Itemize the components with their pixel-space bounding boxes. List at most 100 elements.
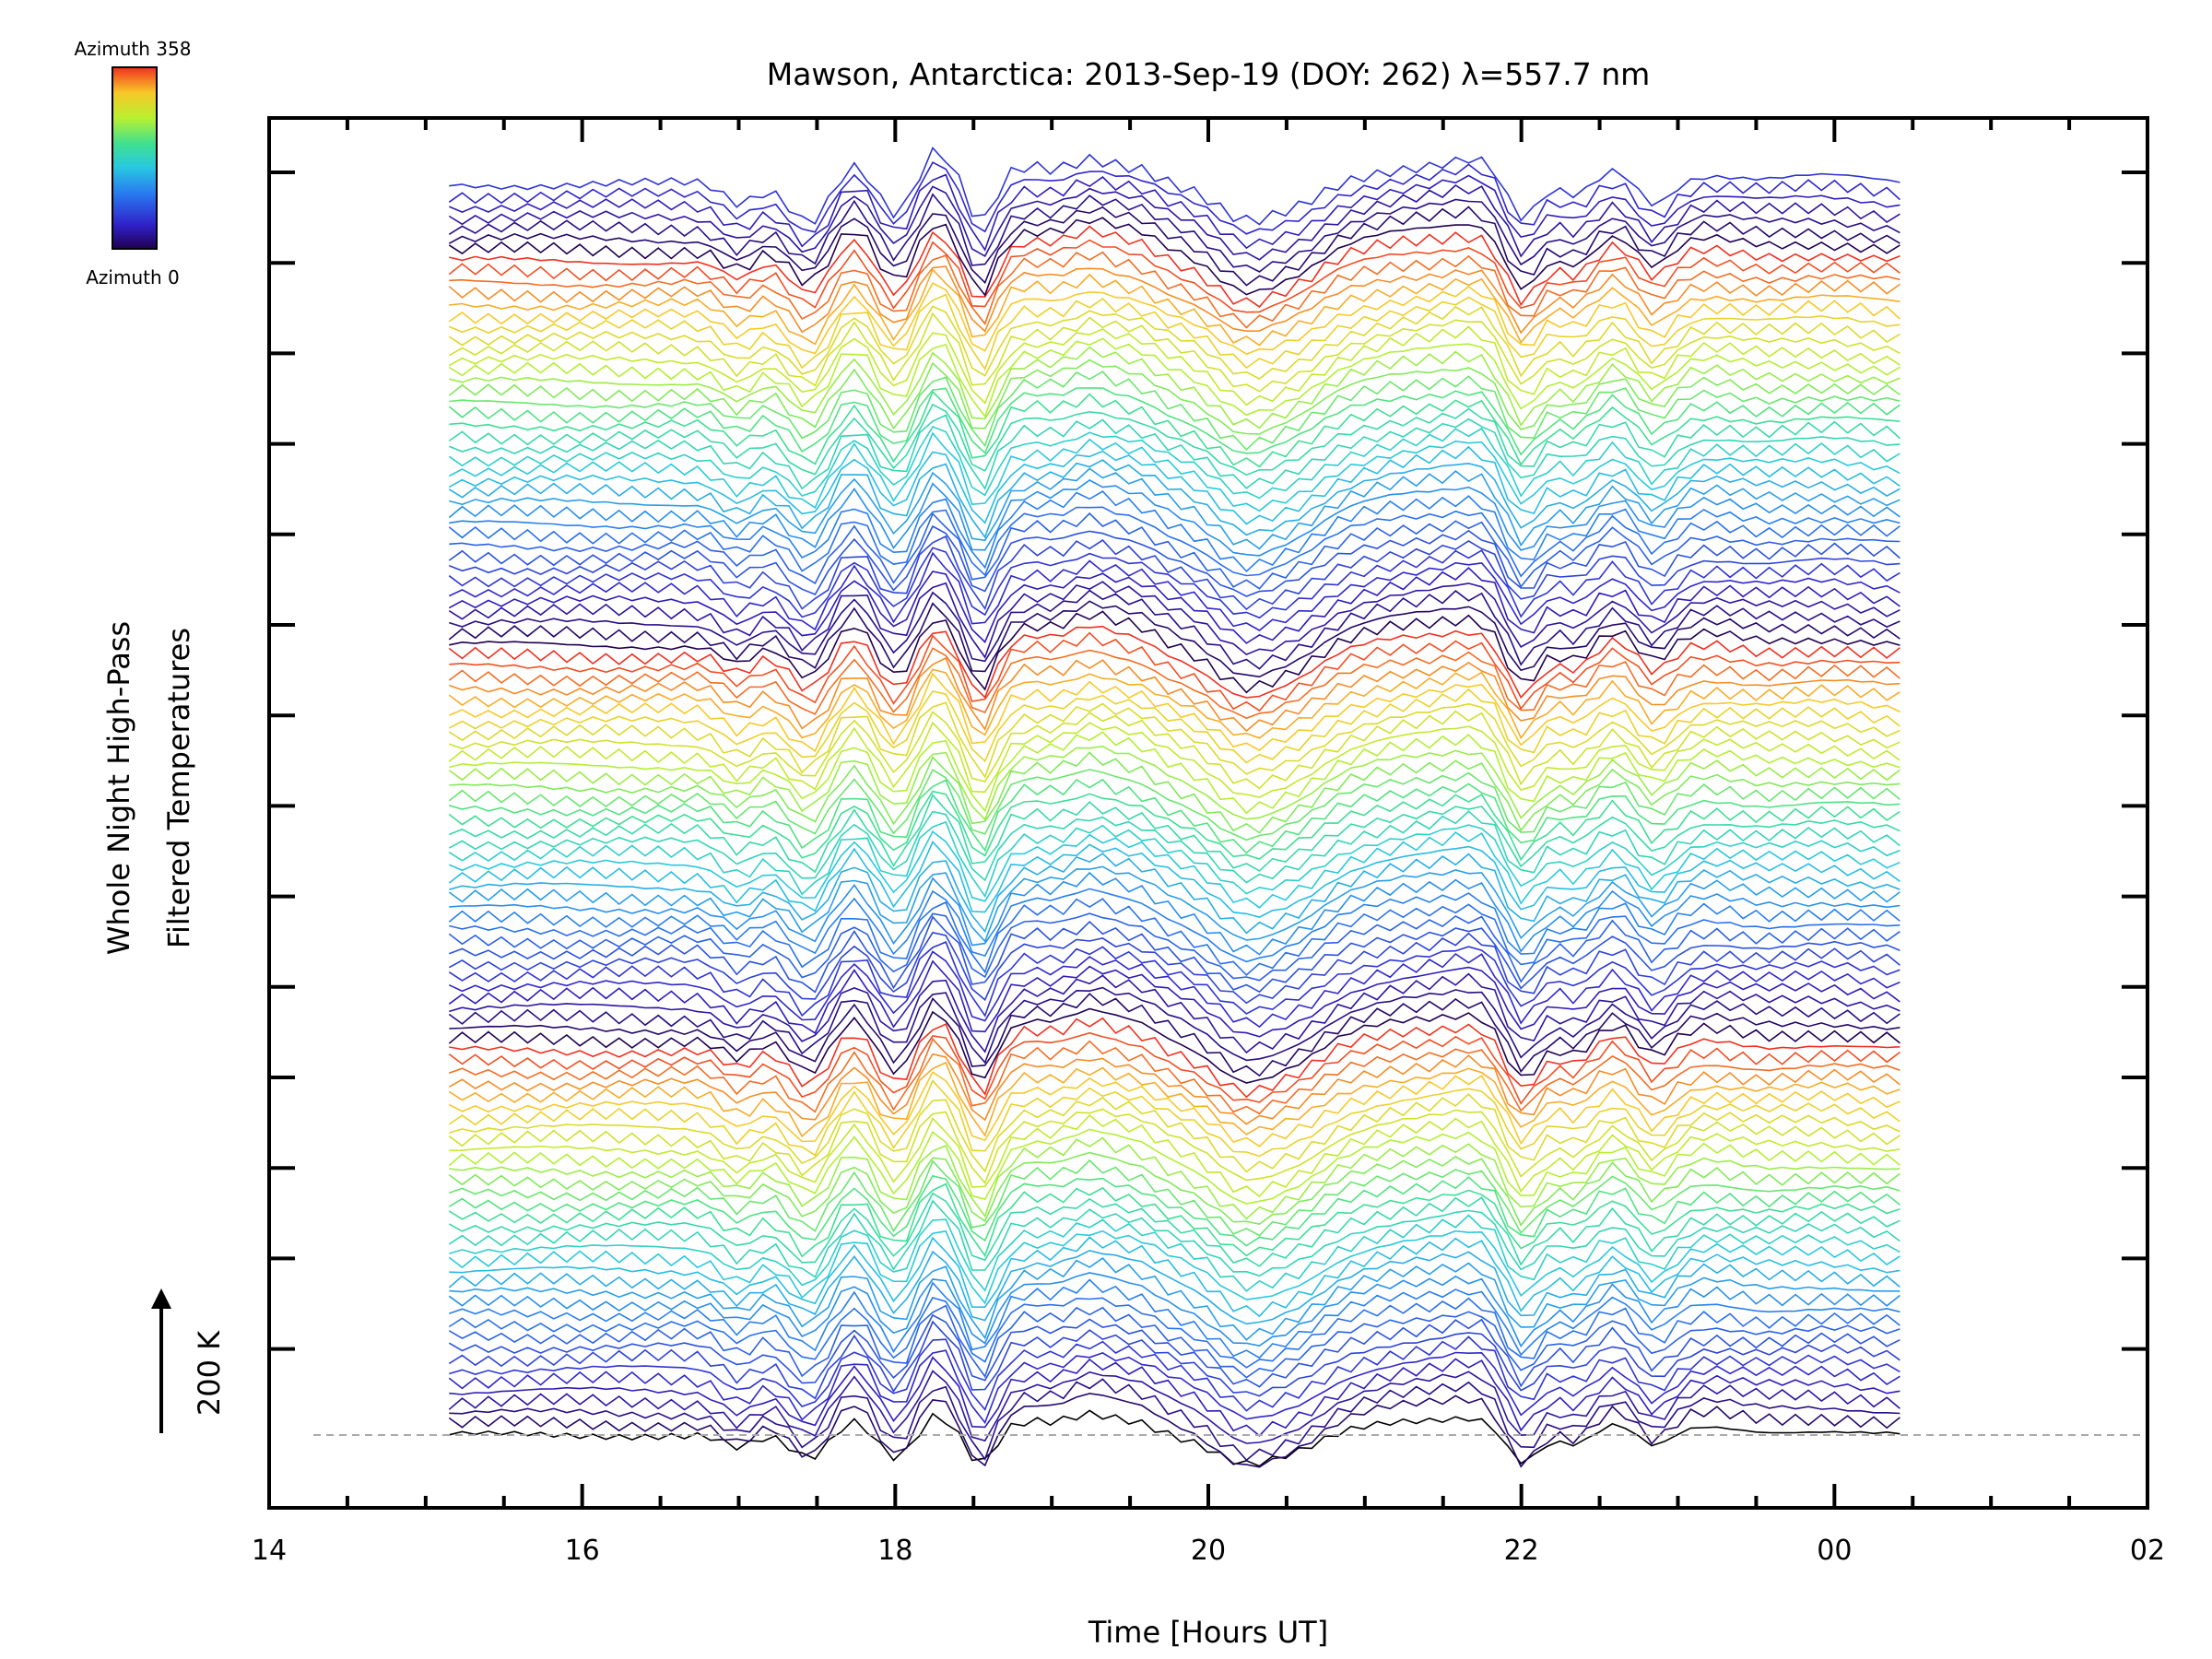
trace-line [448, 282, 1900, 356]
trace-line [449, 751, 1900, 834]
trace-line [449, 512, 1900, 590]
trace-line [448, 217, 1900, 297]
trace-line [449, 631, 1900, 712]
trace-line [448, 1199, 1900, 1278]
trace-line [448, 1007, 1900, 1084]
colorbar-bottom-label: Azimuth 0 [86, 266, 180, 288]
trace-line [448, 959, 1900, 1038]
trace-line [448, 387, 1900, 456]
trace-line [448, 337, 1900, 418]
trace-line [448, 1297, 1900, 1369]
trace-line [449, 972, 1900, 1054]
trace-line [448, 403, 1900, 477]
trace-line [449, 915, 1900, 994]
trace-line [448, 625, 1900, 700]
trace-line [449, 268, 1900, 347]
trace-line [448, 1174, 1900, 1247]
x-tick-label: 14 [252, 1535, 287, 1567]
trace-line [448, 445, 1900, 525]
trace-line [448, 193, 1900, 273]
trace-line [448, 161, 1900, 235]
trace-line [449, 1093, 1900, 1173]
x-tick-label: 22 [1504, 1535, 1539, 1567]
trace-line [449, 589, 1900, 670]
trace-line [448, 1249, 1900, 1325]
trace-line [448, 426, 1900, 500]
trace-line [448, 1304, 1900, 1379]
trace-line [448, 841, 1900, 918]
colorbar: Azimuth 358 Azimuth 0 [75, 38, 192, 288]
trace-line [448, 1053, 1900, 1125]
trace-line [449, 1214, 1900, 1292]
trace-line [448, 524, 1900, 597]
trace-line [448, 1272, 1900, 1348]
x-tick-label: 20 [1191, 1535, 1226, 1567]
trace-line [448, 265, 1900, 335]
chart-title: Mawson, Antarctica: 2013-Sep-19 (DOY: 26… [767, 56, 1651, 92]
trace-line [448, 506, 1900, 578]
trace-line [449, 656, 1900, 733]
trace-line [448, 950, 1900, 1029]
trace-line [448, 721, 1900, 798]
trace-line [448, 986, 1900, 1065]
trace-line [448, 810, 1900, 884]
y-axis-label-line-1: Whole Night High-Pass [101, 621, 136, 955]
trace-line [449, 489, 1900, 573]
trace-line [448, 830, 1900, 909]
trace-line [449, 390, 1900, 468]
trace-line [448, 647, 1900, 720]
trace-line [449, 871, 1900, 956]
x-tick-label: 16 [565, 1535, 600, 1567]
y-axis-ticks [269, 171, 2147, 1351]
trace-line [448, 820, 1900, 899]
trace-line [449, 467, 1900, 550]
trace-line [449, 1113, 1900, 1198]
trace-line [448, 551, 1900, 631]
trace-line [448, 325, 1900, 406]
trace-line [448, 668, 1900, 740]
trace-line [448, 547, 1900, 619]
trace-line [448, 600, 1900, 678]
trace-line [448, 888, 1900, 963]
trace-line [448, 672, 1900, 753]
trace-line [448, 1061, 1900, 1138]
trace-line [448, 1393, 1900, 1468]
trace-line [449, 1278, 1900, 1359]
trace-line [449, 147, 1900, 226]
trace-line [448, 293, 1900, 371]
trace-line [448, 183, 1900, 261]
trace-line [449, 535, 1900, 611]
trace-line [449, 794, 1900, 874]
trace-line [449, 1037, 1900, 1115]
trace-line [449, 1136, 1900, 1220]
trace-line [448, 865, 1900, 943]
temperature-traces [448, 147, 1900, 1468]
trace-line [448, 790, 1900, 862]
trace-line [449, 251, 1900, 329]
trace-line [449, 346, 1900, 429]
trace-line [448, 479, 1900, 557]
trace-line [448, 173, 1900, 252]
trace-line [449, 710, 1900, 790]
trace-line [448, 305, 1900, 380]
scale-bar-label: 200 K [192, 1330, 227, 1416]
trace-line [449, 993, 1900, 1077]
trace-line [448, 359, 1900, 435]
trace-line [448, 769, 1900, 841]
trace-line [448, 1108, 1900, 1185]
trace-line [449, 731, 1900, 815]
trace-line [448, 567, 1900, 644]
trace-line [448, 1313, 1900, 1388]
x-axis-tick-labels: 14 16 18 20 22 00 02 [252, 1535, 2165, 1567]
trace-line [449, 225, 1900, 308]
x-tick-label: 02 [2130, 1535, 2165, 1567]
x-axis-ticks [267, 118, 2149, 1508]
trace-line [448, 1349, 1900, 1425]
trace-line [448, 745, 1900, 821]
x-axis-label: Time [Hours UT] [1088, 1615, 1328, 1650]
trace-line [448, 1182, 1900, 1258]
x-tick-label: 00 [1817, 1535, 1852, 1567]
trace-line [448, 581, 1900, 659]
x-tick-label: 18 [877, 1535, 912, 1567]
trace-line [448, 1370, 1900, 1444]
